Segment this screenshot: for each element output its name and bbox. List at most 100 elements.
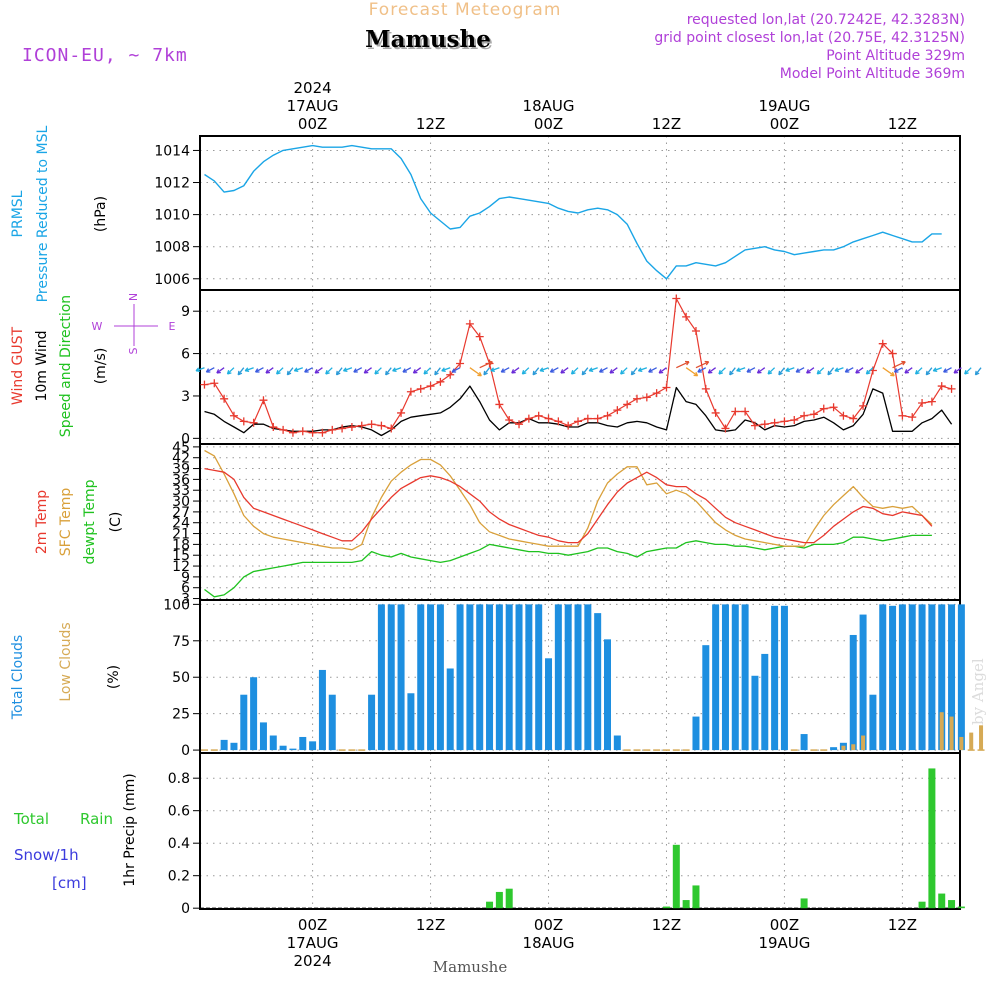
gust-marker (878, 339, 887, 348)
gust-marker (613, 406, 622, 415)
dewpt-line (204, 534, 932, 598)
precip-ytick-label: 0.2 (168, 869, 190, 885)
total-clouds-bar (476, 604, 484, 751)
total-clouds-bar (535, 604, 543, 751)
gust-marker (603, 411, 612, 420)
gust-marker (406, 387, 415, 396)
wind-direction-arrow (423, 367, 432, 375)
total-clouds-bar (328, 694, 336, 751)
wind-arrow-head (806, 369, 811, 374)
wind-direction-arrow (630, 367, 638, 376)
wind-arrow-head (581, 370, 587, 376)
clouds-panel: Total Clouds Low Clouds (%) 0 25 50 75 100 (10, 597, 985, 759)
clouds-ytick-label: 25 (172, 707, 190, 723)
wind-direction-arrow (441, 367, 451, 372)
wind-arrow-head (729, 370, 734, 376)
gust-marker (809, 410, 818, 419)
time-axis-label: 17AUG (287, 934, 339, 952)
wind-arrow-head (293, 367, 299, 373)
temp-ytick-label: 12 (172, 559, 190, 575)
gust-marker (328, 425, 337, 434)
total-clouds-bar (908, 604, 916, 751)
pressure-ytick-label: 1008 (154, 240, 190, 256)
gust-marker (741, 407, 750, 416)
temp-frame (199, 443, 961, 601)
wind-arrow-head (511, 369, 516, 374)
total-clouds-bar (830, 747, 838, 751)
wind-arrow-head (620, 369, 625, 375)
time-axis-label: 12Z (652, 115, 681, 133)
wind-direction-arrow (816, 367, 825, 375)
total-clouds-bar (957, 604, 965, 751)
total-clouds-bar (604, 639, 611, 751)
pressure-label-prmsl: PRMSL (10, 190, 26, 237)
total-clouds-bar (427, 604, 435, 751)
gust-marker (338, 424, 347, 433)
compass-e: E (169, 320, 176, 333)
pressure-ytick-label: 1012 (154, 176, 190, 192)
wind-direction-arrow (314, 367, 323, 374)
precip-ytick-label: 0.4 (168, 836, 190, 852)
gust-marker (446, 370, 455, 379)
time-axis-label: 00Z (534, 916, 563, 934)
total-clouds-bar (702, 645, 710, 751)
gust-marker (780, 417, 789, 426)
wind-arrow-head (325, 369, 330, 375)
compass-s: S (127, 347, 140, 354)
wind-direction-arrow (795, 367, 805, 373)
temp-2m-label: 2m Temp (34, 490, 50, 554)
temp-ytick-label: 39 (172, 462, 190, 478)
gust-marker (229, 411, 238, 420)
temp-ytick-label: 9 (181, 570, 190, 586)
wind-direction-arrow (609, 367, 618, 374)
wind-direction-arrow (402, 367, 412, 373)
wind-ytick-label: 6 (181, 347, 190, 363)
total-clouds-bar (554, 604, 562, 751)
wind-direction-arrow (806, 367, 815, 374)
wind-direction-arrow (227, 367, 235, 375)
time-axis-label: 2024 (294, 79, 332, 97)
gust-marker (220, 394, 229, 403)
total-clouds-bar (486, 604, 494, 751)
total-clouds-bar (318, 669, 326, 751)
wind-arrow-head (286, 370, 292, 376)
wind-direction-arrow (729, 367, 736, 376)
precip-bar (918, 901, 926, 909)
wind-speed-line (204, 385, 953, 437)
wind-direction-arrow (834, 367, 844, 372)
wind-arrow-head (637, 367, 643, 373)
wind-direction-arrow (374, 367, 382, 375)
wind-direction-arrow (844, 367, 854, 373)
total-clouds-bar (928, 604, 936, 751)
total-clouds-bar (889, 605, 897, 751)
gust-marker (790, 415, 799, 424)
low-clouds-bar (979, 725, 984, 751)
wind-direction-arrow (500, 367, 510, 373)
gust-marker (731, 407, 740, 416)
wind-arrow-head (974, 370, 980, 376)
wind-arrow-head (195, 367, 201, 373)
total-clouds-bar (250, 677, 258, 751)
gust-marker (564, 421, 573, 430)
temp-ytick-label: 15 (172, 548, 190, 564)
wind-arrow-head (943, 368, 948, 373)
wind-arrow-head (767, 369, 773, 375)
temp-dewpt-label: dewpt Temp (82, 479, 98, 564)
total-clouds-bar (594, 613, 602, 751)
model-label: ICON-EU, ~ 7km (22, 45, 188, 66)
total-clouds-bar (898, 604, 906, 751)
total-clouds-bar (741, 604, 749, 751)
total-clouds-bar (309, 741, 317, 751)
wind-direction-arrow (479, 361, 493, 369)
wind-arrow-head (304, 368, 309, 373)
wind-direction-arrow (336, 367, 343, 376)
wind-arrow-head (392, 367, 397, 373)
gust-marker (436, 377, 445, 386)
wind-arrow-head (904, 369, 909, 374)
wind-arrow-head (434, 370, 439, 376)
pressure-ytick-label: 1010 (154, 208, 190, 224)
wind-direction-arrow (827, 367, 835, 376)
temp-ytick-label: 18 (172, 537, 190, 553)
total-clouds-bar (436, 604, 444, 751)
wind-direction-arrow (532, 367, 540, 376)
